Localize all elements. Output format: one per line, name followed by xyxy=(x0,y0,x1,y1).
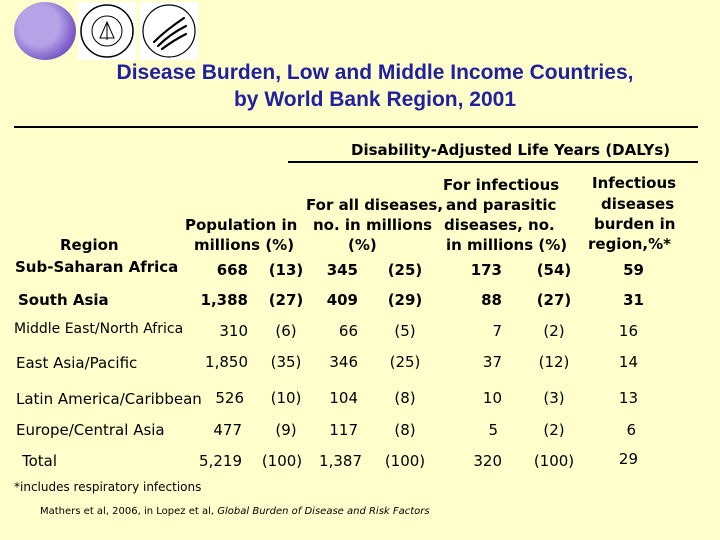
row-population: 477 xyxy=(213,421,242,439)
row-infectious: 320 xyxy=(473,452,502,470)
row-population: 310 xyxy=(219,322,248,340)
row-all-diseases-pct: (25) xyxy=(387,261,423,279)
row-infectious-pct: (3) xyxy=(543,389,565,407)
header-population-2: millions (%) xyxy=(194,236,295,254)
row-infectious: 5 xyxy=(488,421,498,439)
header-burden-3: burden in xyxy=(594,215,676,233)
nih-seal-logo xyxy=(78,2,136,60)
row-infectious-pct: (12) xyxy=(538,353,570,371)
top-divider xyxy=(14,126,698,128)
row-population: 1,850 xyxy=(205,353,248,371)
row-population: 1,388 xyxy=(200,291,248,309)
row-all-diseases: 346 xyxy=(329,353,358,371)
row-region: Middle East/North Africa xyxy=(14,321,184,337)
row-burden: 16 xyxy=(618,322,638,340)
row-burden: 59 xyxy=(623,261,644,279)
row-all-diseases: 409 xyxy=(326,291,358,309)
row-infectious-pct: (100) xyxy=(533,452,575,470)
row-population-pct: (9) xyxy=(275,421,297,439)
row-population-pct: (6) xyxy=(275,322,297,340)
row-burden: 14 xyxy=(618,353,638,371)
row-region: South Asia xyxy=(18,291,109,309)
globe-logo xyxy=(14,2,76,60)
dalys-group-header: Disability-Adjusted Life Years (DALYs) xyxy=(351,141,671,159)
header-region: Region xyxy=(60,236,119,254)
row-population: 5,219 xyxy=(199,452,242,470)
row-all-diseases-pct: (8) xyxy=(394,389,416,407)
row-burden: 31 xyxy=(623,291,644,309)
group-header-divider xyxy=(288,161,698,163)
header-burden-2: diseases xyxy=(601,195,675,213)
row-all-diseases-pct: (5) xyxy=(394,322,416,340)
row-population: 526 xyxy=(215,389,244,407)
row-infectious: 37 xyxy=(482,353,502,371)
row-infectious: 10 xyxy=(482,389,502,407)
row-infectious-pct: (2) xyxy=(543,421,565,439)
header-all-diseases-1: For all diseases, xyxy=(306,196,444,214)
title-line-2: by World Bank Region, 2001 xyxy=(233,88,516,111)
header-all-diseases-2: no. in millions xyxy=(313,216,433,234)
row-population-pct: (35) xyxy=(270,353,302,371)
row-all-diseases: 104 xyxy=(329,389,358,407)
row-burden: 13 xyxy=(618,389,638,407)
row-infectious-pct: (27) xyxy=(536,291,572,309)
hhs-eagle-logo xyxy=(140,2,198,60)
row-all-diseases: 1,387 xyxy=(319,452,362,470)
row-region: Europe/Central Asia xyxy=(16,421,165,439)
row-all-diseases: 66 xyxy=(338,322,358,340)
row-burden: 6 xyxy=(626,421,636,439)
row-population-pct: (27) xyxy=(268,291,304,309)
row-infectious: 7 xyxy=(492,322,502,340)
footnote: *includes respiratory infections xyxy=(14,480,202,494)
row-population-pct: (10) xyxy=(270,389,302,407)
header-all-diseases-3: (%) xyxy=(348,236,377,254)
header-infectious-4: in millions (%) xyxy=(446,236,568,254)
row-infectious-pct: (54) xyxy=(536,261,572,279)
row-region: Total xyxy=(22,452,58,470)
row-all-diseases: 117 xyxy=(329,421,358,439)
row-all-diseases-pct: (100) xyxy=(384,452,426,470)
row-all-diseases-pct: (25) xyxy=(389,353,421,371)
row-region: East Asia/Pacific xyxy=(16,354,138,372)
header-population-1: Population in xyxy=(185,216,298,234)
source-prefix: Mathers et al, 2006, in Lopez et al, xyxy=(40,506,218,517)
row-all-diseases-pct: (29) xyxy=(387,291,423,309)
row-population: 668 xyxy=(216,261,248,279)
source-citation: Mathers et al, 2006, in Lopez et al, Glo… xyxy=(40,506,430,517)
row-infectious: 173 xyxy=(470,261,502,279)
header-infectious-2: and parasitic xyxy=(446,196,557,214)
header-infectious-1: For infectious xyxy=(443,176,560,194)
row-region: Sub-Saharan Africa xyxy=(15,258,179,276)
row-population-pct: (13) xyxy=(268,261,304,279)
header-burden-1: Infectious xyxy=(592,174,677,192)
row-burden: 29 xyxy=(618,450,638,468)
row-all-diseases: 345 xyxy=(326,261,358,279)
row-population-pct: (100) xyxy=(261,452,303,470)
row-infectious-pct: (2) xyxy=(543,322,565,340)
header-infectious-3: diseases, no. xyxy=(444,216,555,234)
source-title: Global Burden of Disease and Risk Factor… xyxy=(217,506,430,517)
row-infectious: 88 xyxy=(481,291,502,309)
row-all-diseases-pct: (8) xyxy=(394,421,416,439)
title-line-1: Disease Burden, Low and Middle Income Co… xyxy=(116,61,634,84)
header-burden-4: region,%* xyxy=(588,235,672,253)
row-region: Latin America/Caribbean xyxy=(16,390,202,408)
